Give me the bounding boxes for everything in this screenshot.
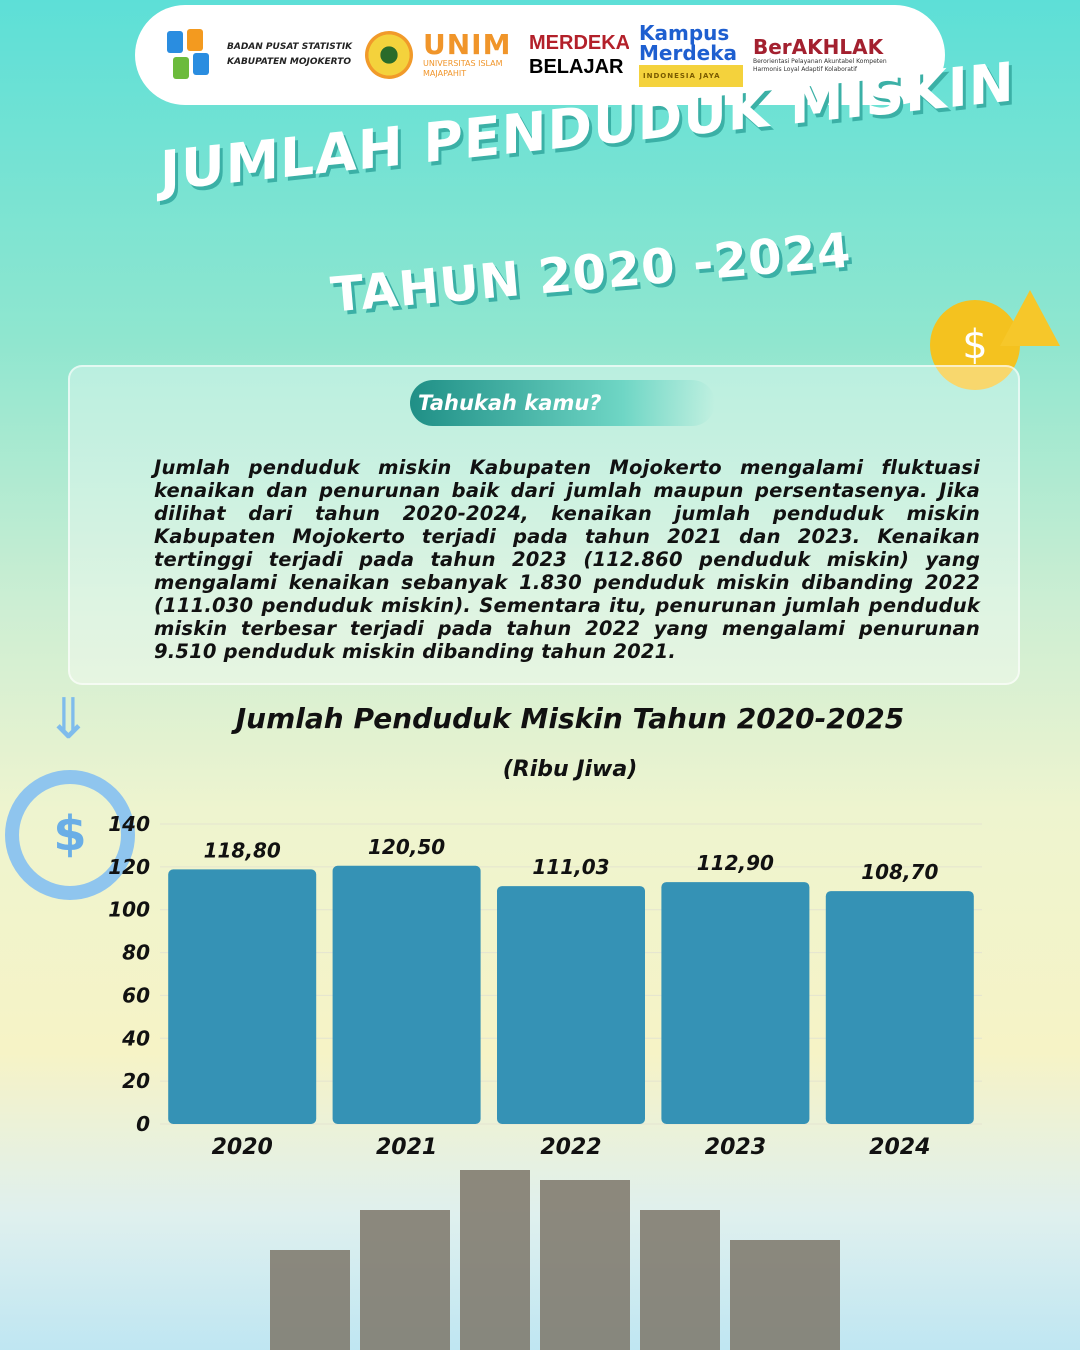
unim-subtext: UNIVERSITAS ISLAM MAJAPAHIT [423,59,503,78]
x-tick-label: 2024 [869,1135,930,1160]
y-tick-label: 100 [108,898,150,922]
y-tick-label: 40 [121,1026,150,1050]
chart-subtitle: (Ribu Jiwa) [502,757,638,782]
bar-2023 [661,882,810,1124]
y-tick-label: 60 [122,983,150,1007]
x-tick-label: 2021 [376,1135,437,1160]
data-label: 118,80 [204,838,281,862]
data-label: 120,50 [368,835,445,859]
bps-logo [157,25,217,85]
data-label: 112,90 [697,851,774,875]
merdeka-text: MERDEKA [529,32,629,54]
x-tick-label: 2020 [212,1135,273,1160]
bps-name: BADAN PUSAT STATISTIK KABUPATEN MOJOKERT… [227,42,353,67]
y-tick-label: 20 [122,1069,150,1093]
kampus-merdeka-logo: Kampus Merdeka INDONESIA JAYA [639,23,743,87]
x-tick-label: 2022 [540,1135,601,1160]
merdeka-belajar-logo: MERDEKA BELAJAR [529,31,629,79]
indonesia-jaya-text: INDONESIA JAYA [639,65,743,87]
berakhlak-subtext: Berorientasi Pelayanan Akuntabel Kompete… [753,58,887,73]
city-silhouette [0,1160,1080,1350]
kampus-text: Kampus [639,23,730,45]
berakhlak-logo: BerAKHLAK Berorientasi Pelayanan Akuntabe… [753,36,903,74]
logo-header: BADAN PUSAT STATISTIK KABUPATEN MOJOKERT… [135,5,945,105]
data-label: 108,70 [861,860,938,884]
unim-seal-logo [365,31,413,79]
info-heading: Tahukah kamu? [410,380,715,426]
y-tick-label: 80 [122,941,150,965]
unim-text: UNIM [423,31,512,61]
warning-triangle-icon [1000,290,1060,346]
data-label: 111,03 [532,855,609,879]
y-tick-label: 140 [108,812,150,836]
y-tick-label: 120 [108,855,150,879]
arrows-down-icon: ⇓ [45,687,92,752]
chart-title: Jumlah Penduduk Miskin Tahun 2020-2025 [235,702,905,735]
bar-2022 [497,886,645,1124]
bar-2021 [332,865,481,1124]
belajar-text: BELAJAR [529,56,624,78]
info-text: Jumlah penduduk miskin Kabupaten Mojoker… [154,456,980,663]
unim-logo: UNIM UNIVERSITAS ISLAM MAJAPAHIT [423,31,519,79]
merdeka-text-2: Merdeka [639,41,738,65]
bar-2020 [168,869,317,1124]
bar-2024 [825,891,974,1124]
bar-chart: 0 20 40 60 80 100 120 140 118,80 2020 120,50 2021 11… [108,812,982,1160]
y-tick-label: 0 [136,1112,150,1136]
x-tick-label: 2023 [705,1135,766,1160]
berakhlak-text: BerAKHLAK [753,36,884,59]
page-title-line2: TAHUN 2020 -2024 [328,222,854,324]
